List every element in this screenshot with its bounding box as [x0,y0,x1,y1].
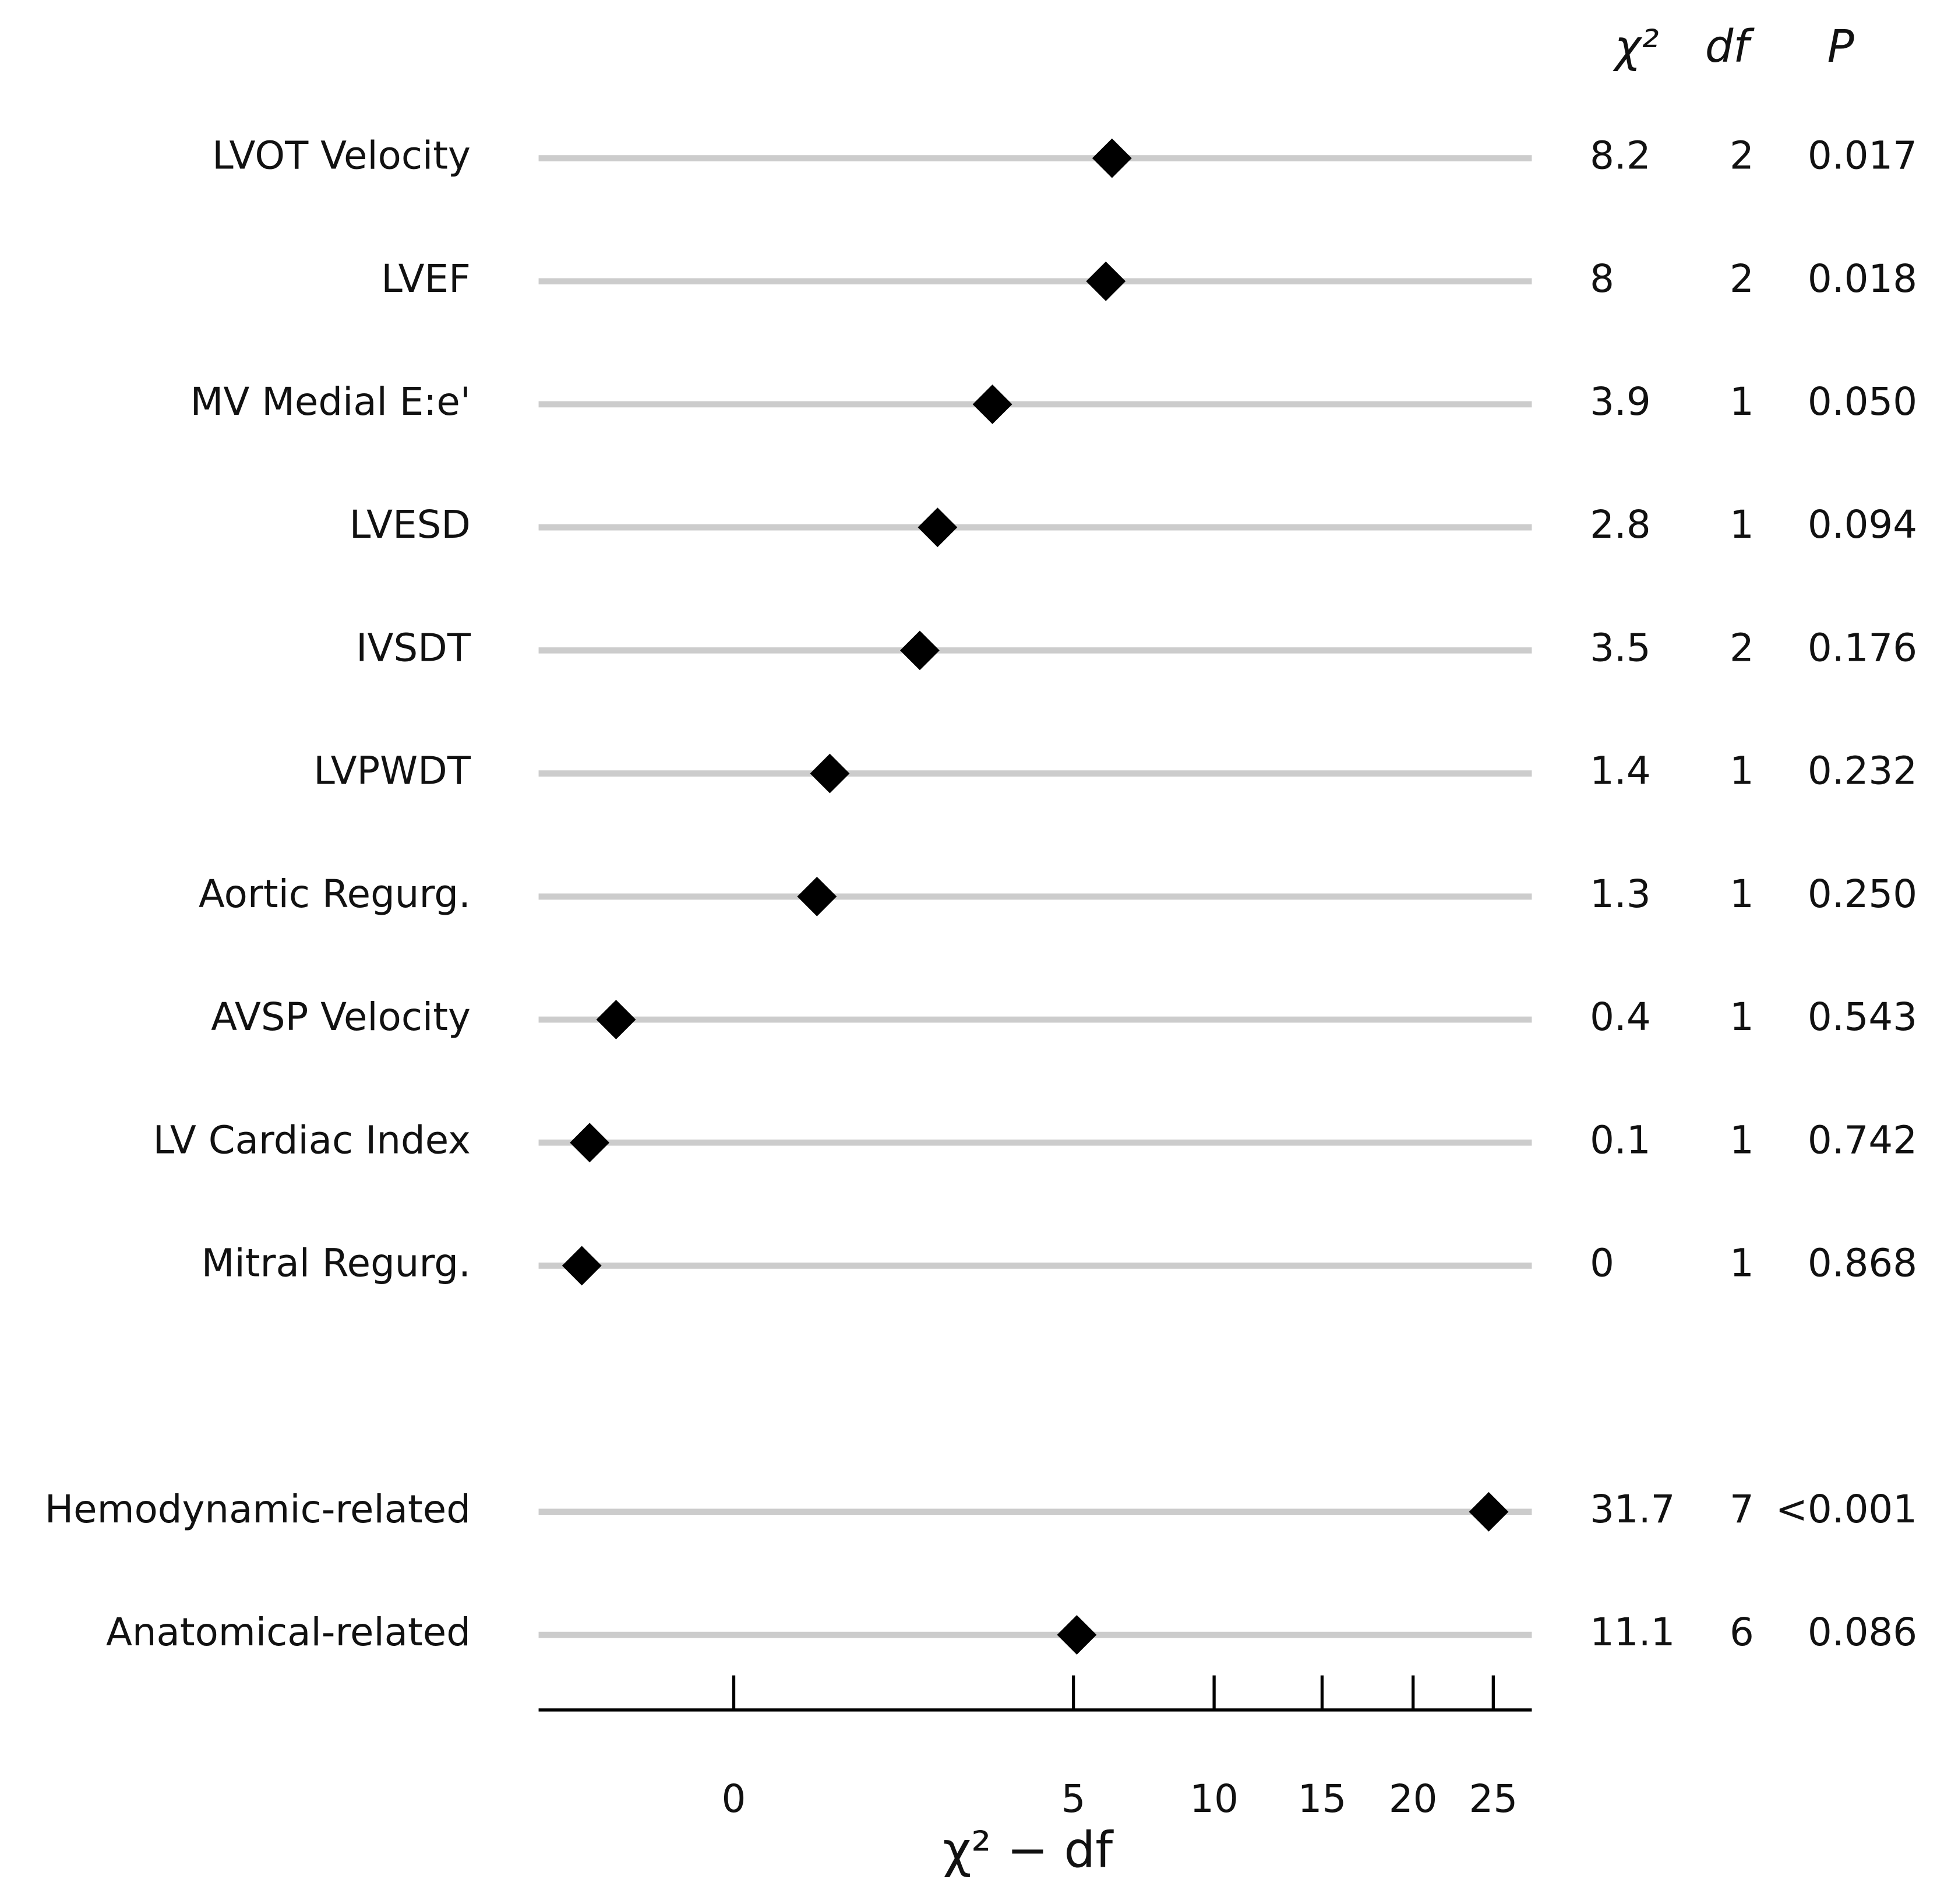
row-label: IVSDT [356,625,471,670]
x-axis-label: χ² − df [943,1821,1114,1879]
table-cell: 3.5 [1590,625,1651,670]
table-cell: 6 [1730,1610,1754,1655]
table-cell: 1.3 [1590,872,1651,916]
row-label: LVPWDT [313,749,471,794]
row-label: Mitral Regurg. [202,1240,471,1285]
table-cell: 0.742 [1808,1117,1917,1162]
x-tick-label: 10 [1190,1776,1239,1821]
diamond-marker [972,385,1012,424]
diamond-marker [562,1246,602,1286]
column-header: P [1827,21,1854,73]
diamond-marker [810,753,850,794]
table-cell: 1 [1730,1240,1754,1285]
table-cell: 8 [1590,256,1614,301]
table-cell: 1 [1730,995,1754,1039]
table-cell: 0.4 [1590,995,1651,1039]
table-cell: 3.9 [1590,379,1651,424]
diamond-marker [570,1123,610,1163]
table-cell: 1.4 [1590,749,1651,794]
diamond-marker [797,876,837,916]
diamond-marker [918,507,958,548]
row-label: Anatomical-related [106,1610,471,1655]
row-label: LVEF [381,256,471,301]
table-cell: 2 [1730,133,1754,178]
diamond-marker [1057,1615,1097,1655]
row-label: LVESD [350,502,471,547]
table-cell: 8.2 [1590,133,1651,178]
table-cell: 0.543 [1808,995,1917,1039]
table-cell: 1 [1730,1117,1754,1162]
diamond-marker [1086,261,1126,301]
x-tick-label: 15 [1298,1776,1347,1821]
x-tick-label: 0 [722,1776,746,1821]
row-label: AVSP Velocity [211,995,471,1039]
table-cell: 2 [1730,256,1754,301]
table-cell: 7 [1730,1487,1754,1532]
column-header: df [1705,21,1755,73]
row-label: LV Cardiac Index [153,1117,470,1162]
row-label: MV Medial E:e' [190,379,471,424]
table-cell: 0.086 [1808,1610,1917,1655]
table-cell: 0.250 [1808,872,1917,916]
table-cell: 11.1 [1590,1610,1675,1655]
table-cell: 0.018 [1808,256,1917,301]
table-cell: 1 [1730,502,1754,547]
table-cell: 0.094 [1808,502,1917,547]
column-header: χ² [1613,21,1659,73]
table-cell: 1 [1730,749,1754,794]
row-label: Hemodynamic-related [45,1487,471,1532]
row-label: Aortic Regurg. [199,872,471,916]
diamond-marker [1092,138,1132,178]
table-cell: 0.017 [1808,133,1917,178]
table-cell: 2 [1730,625,1754,670]
x-tick-label: 20 [1389,1776,1438,1821]
diamond-marker [899,630,940,671]
x-tick-label: 25 [1469,1776,1518,1821]
table-cell: 31.7 [1590,1487,1675,1532]
table-cell: 0.176 [1808,625,1917,670]
table-cell: 0.232 [1808,749,1917,794]
diamond-marker [596,1000,636,1039]
table-cell: 0.050 [1808,379,1917,424]
table-cell: 0.1 [1590,1117,1651,1162]
diamond-marker [1469,1492,1509,1532]
table-cell: 0.868 [1808,1240,1917,1285]
table-cell: <0.001 [1776,1487,1917,1532]
table-cell: 1 [1730,872,1754,916]
table-cell: 1 [1730,379,1754,424]
table-cell: 2.8 [1590,502,1651,547]
table-cell: 0 [1590,1240,1614,1285]
row-label: LVOT Velocity [212,133,471,178]
x-tick-label: 5 [1061,1776,1086,1821]
